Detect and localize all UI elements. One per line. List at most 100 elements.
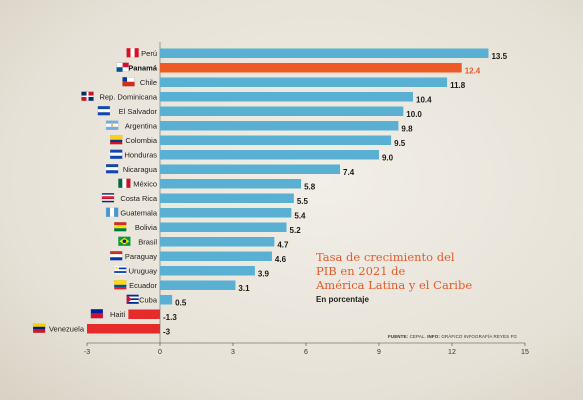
value-label: 10.4 (416, 95, 432, 104)
source-note: FUENTE: CEPAL. INFO: GRÁFICO INFOGRAFÍA … (388, 334, 517, 339)
el-salvador-flag-icon (97, 106, 111, 116)
brazil-flag-icon (118, 236, 131, 246)
chart-subtitle: En porcentaje (316, 295, 369, 304)
value-label: -3 (163, 327, 171, 336)
cuba-flag-icon (126, 294, 139, 304)
bar-chile (160, 77, 448, 87)
category-label: Haití (110, 310, 126, 319)
info-text: GRÁFICO INFOGRAFÍA REYES FG (441, 334, 518, 339)
value-label: -1.3 (163, 313, 177, 322)
costa-rica-flag-icon (101, 193, 115, 203)
x-tick-label: -3 (84, 349, 90, 356)
category-label: Ecuador (129, 281, 157, 290)
guatemala-flag-icon (105, 207, 119, 217)
value-label: 7.4 (343, 168, 355, 177)
chile-flag-icon (122, 77, 135, 87)
category-label: Panamá (128, 63, 158, 72)
bar-mexico (160, 179, 302, 189)
paraguay-flag-icon (110, 251, 123, 261)
bar-venezuela (87, 324, 160, 334)
bar-el-salvador (160, 106, 404, 116)
bar-dominican-republic (160, 92, 414, 102)
value-label: 5.2 (290, 226, 302, 235)
value-label: 11.8 (450, 81, 466, 90)
value-label: 4.6 (275, 255, 287, 264)
category-label: Brasil (138, 237, 157, 246)
value-label: 9.8 (401, 124, 413, 133)
category-label: Uruguay (129, 266, 158, 275)
value-label: 4.7 (277, 240, 289, 249)
chart-title-line-1: Tasa de crecimiento del (316, 250, 455, 264)
bar-haiti (128, 309, 160, 319)
value-label: 3.1 (238, 284, 250, 293)
colombia-flag-icon (110, 135, 123, 145)
bar-argentina (160, 121, 399, 131)
bar-colombia (160, 135, 392, 145)
ecuador-flag-icon (114, 280, 127, 290)
source-label: FUENTE: (388, 334, 409, 339)
bar-nicaragua (160, 164, 341, 174)
chart-title-line-2: PIB en 2021 de (316, 264, 406, 278)
category-label: Venezuela (49, 324, 85, 333)
category-label: México (133, 179, 157, 188)
bolivia-flag-icon (114, 222, 127, 232)
bar-panama (160, 63, 462, 73)
bar-paraguay (160, 251, 272, 261)
bar-ecuador (160, 280, 236, 290)
value-label: 12.4 (465, 66, 481, 75)
info-label: INFO: (427, 334, 440, 339)
bar-costa-rica (160, 193, 294, 203)
value-label: 3.9 (258, 269, 270, 278)
value-label: 5.4 (294, 211, 306, 220)
bar-peru (160, 48, 489, 58)
nicaragua-flag-icon (105, 164, 119, 174)
x-tick-label: 6 (304, 349, 308, 356)
category-label: Bolivia (135, 223, 158, 232)
mexico-flag-icon (118, 178, 131, 188)
dominican-republic-flag-icon (81, 91, 94, 101)
value-label: 5.8 (304, 182, 316, 191)
category-label: Cuba (139, 295, 158, 304)
category-label: Perú (141, 49, 157, 58)
category-label: Nicaragua (123, 165, 158, 174)
bar-guatemala (160, 208, 292, 218)
category-label: Guatemala (120, 208, 158, 217)
category-label: Costa Rica (120, 194, 158, 203)
category-label: Honduras (124, 150, 157, 159)
category-label: Colombia (125, 136, 158, 145)
value-label: 0.5 (175, 298, 187, 307)
x-tick-label: 12 (448, 349, 456, 356)
value-label: 9.0 (382, 153, 394, 162)
x-tick-label: 9 (377, 349, 381, 356)
x-tick-label: 0 (158, 349, 162, 356)
category-label: Rep. Dominicana (99, 92, 157, 101)
value-label: 10.0 (406, 110, 422, 119)
haiti-flag-icon (90, 309, 104, 319)
x-tick-label: 3 (231, 349, 235, 356)
peru-flag-icon (126, 48, 139, 58)
x-tick-label: 15 (521, 349, 529, 356)
chart-title: Tasa de crecimiento del PIB en 2021 de A… (316, 250, 486, 292)
category-label: Argentina (125, 121, 158, 130)
uruguay-flag-icon (114, 265, 127, 275)
source-text: CEPAL. (409, 334, 426, 339)
value-label: 9.5 (394, 139, 406, 148)
argentina-flag-icon (105, 120, 119, 130)
honduras-flag-icon (110, 149, 123, 159)
chart-title-line-3: América Latina y el Caribe (316, 278, 473, 292)
category-label: El Salvador (119, 107, 158, 116)
value-label: 5.5 (297, 197, 309, 206)
bar-bolivia (160, 222, 287, 232)
value-label: 13.5 (491, 52, 507, 61)
category-label: Chile (140, 78, 157, 87)
bar-brazil (160, 237, 275, 247)
chart-title-block: Tasa de crecimiento del PIB en 2021 de A… (316, 250, 486, 304)
category-label: Paraguay (125, 252, 157, 261)
bar-uruguay (160, 266, 255, 276)
venezuela-flag-icon (32, 323, 46, 333)
panama-flag-icon (116, 62, 129, 72)
bar-cuba (160, 295, 173, 305)
bar-honduras (160, 150, 379, 160)
